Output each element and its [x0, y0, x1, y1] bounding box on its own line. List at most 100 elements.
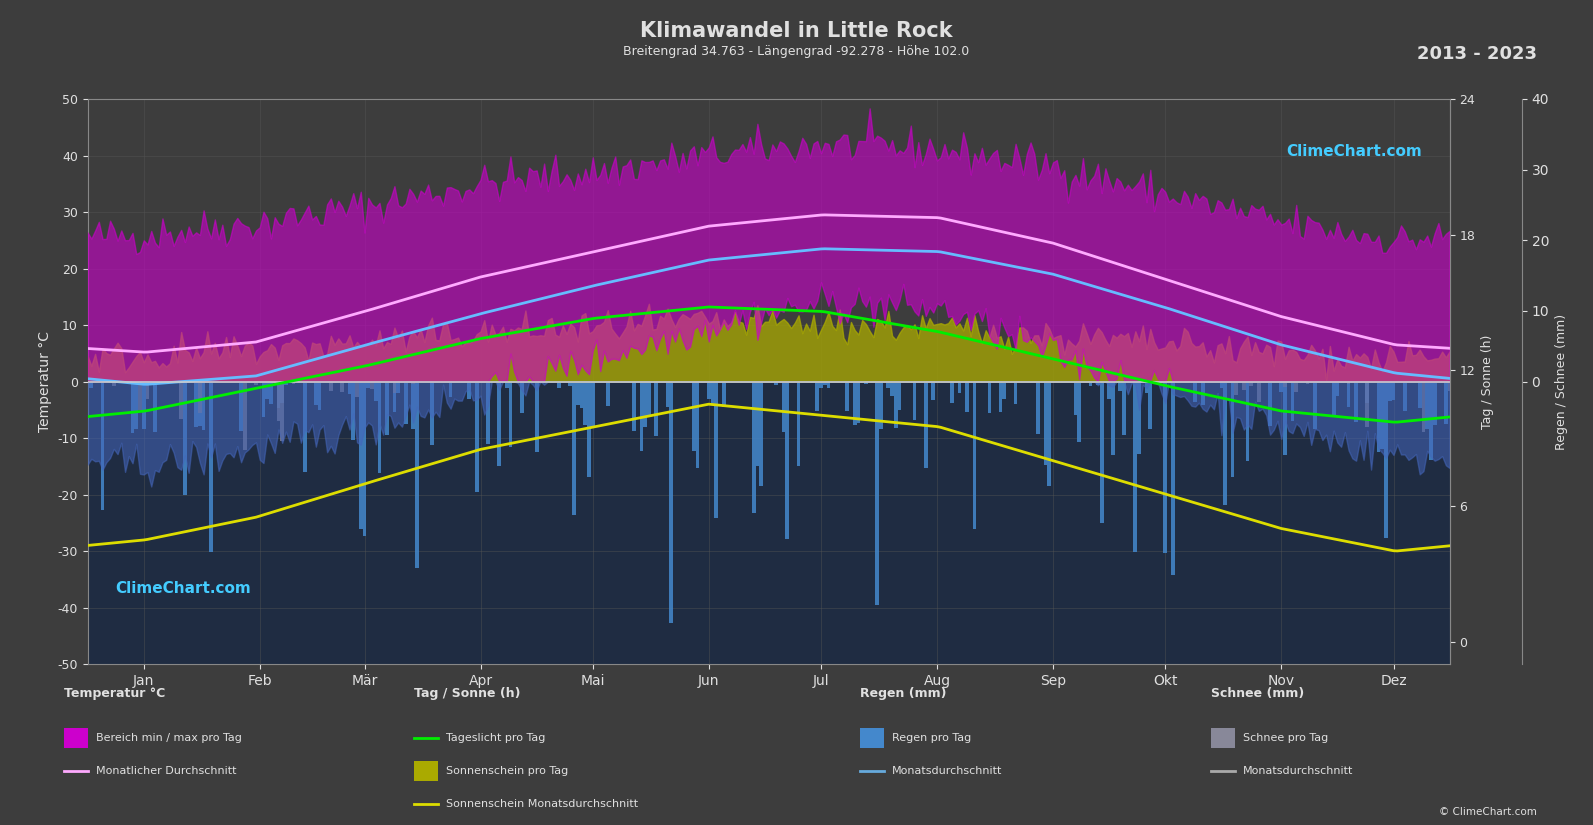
- Bar: [988, 381, 991, 413]
- Bar: [1354, 381, 1357, 422]
- Bar: [827, 381, 830, 388]
- Bar: [508, 381, 513, 447]
- Y-axis label: Tag / Sonne (h): Tag / Sonne (h): [1481, 334, 1494, 429]
- Text: Bereich min / max pro Tag: Bereich min / max pro Tag: [96, 733, 242, 743]
- Bar: [416, 381, 419, 568]
- Text: Tageslicht pro Tag: Tageslicht pro Tag: [446, 733, 545, 743]
- Bar: [999, 381, 1002, 412]
- Bar: [142, 381, 145, 429]
- Bar: [347, 381, 352, 394]
- Bar: [475, 381, 478, 492]
- Bar: [1421, 381, 1426, 432]
- Bar: [239, 381, 242, 431]
- Bar: [374, 381, 378, 400]
- Text: Tag / Sonne (h): Tag / Sonne (h): [414, 687, 521, 700]
- Bar: [863, 381, 868, 384]
- Bar: [194, 381, 198, 427]
- Bar: [605, 381, 610, 406]
- Bar: [886, 381, 890, 388]
- Y-axis label: Regen / Schnee (mm): Regen / Schnee (mm): [1555, 314, 1568, 450]
- Bar: [1282, 381, 1287, 387]
- Bar: [1257, 381, 1260, 402]
- Bar: [1432, 381, 1437, 426]
- Bar: [284, 381, 288, 385]
- Text: Breitengrad 34.763 - Längengrad -92.278 - Höhe 102.0: Breitengrad 34.763 - Längengrad -92.278 …: [623, 45, 970, 59]
- Bar: [714, 381, 718, 518]
- Bar: [644, 381, 647, 427]
- Bar: [1279, 381, 1282, 392]
- Bar: [341, 381, 344, 393]
- Bar: [1268, 381, 1271, 426]
- Bar: [1035, 381, 1040, 434]
- Text: Schnee pro Tag: Schnee pro Tag: [1243, 733, 1329, 743]
- Bar: [86, 381, 89, 412]
- Bar: [1388, 381, 1392, 401]
- Bar: [755, 381, 760, 465]
- Bar: [411, 381, 416, 384]
- Bar: [785, 381, 789, 539]
- Bar: [1201, 381, 1204, 404]
- Text: ClimeChart.com: ClimeChart.com: [115, 582, 250, 596]
- Bar: [973, 381, 977, 529]
- Bar: [760, 381, 763, 486]
- Bar: [1426, 381, 1429, 429]
- Bar: [198, 381, 202, 413]
- Bar: [1418, 381, 1421, 408]
- Bar: [411, 381, 416, 429]
- Bar: [183, 381, 186, 495]
- Text: Monatlicher Durchschnitt: Monatlicher Durchschnitt: [96, 766, 236, 776]
- Bar: [153, 381, 156, 431]
- Bar: [314, 381, 317, 405]
- Bar: [1163, 381, 1168, 553]
- Bar: [1145, 381, 1149, 393]
- Text: 2013 - 2023: 2013 - 2023: [1418, 45, 1537, 64]
- Bar: [632, 381, 636, 431]
- Bar: [89, 381, 94, 389]
- Bar: [333, 381, 336, 383]
- Bar: [366, 381, 370, 388]
- Bar: [1306, 381, 1309, 384]
- Bar: [1220, 381, 1223, 388]
- Bar: [134, 381, 139, 429]
- Bar: [355, 381, 358, 397]
- Bar: [696, 381, 699, 468]
- Bar: [467, 381, 472, 398]
- Bar: [486, 381, 491, 444]
- Bar: [824, 381, 827, 384]
- Bar: [1381, 381, 1384, 450]
- Bar: [852, 381, 857, 425]
- Bar: [1443, 381, 1448, 424]
- Bar: [1346, 381, 1351, 384]
- Bar: [352, 381, 355, 441]
- Bar: [1282, 381, 1287, 455]
- Bar: [202, 381, 205, 430]
- Bar: [583, 381, 588, 425]
- Bar: [1096, 381, 1099, 385]
- Bar: [1235, 381, 1238, 395]
- Bar: [363, 381, 366, 535]
- Bar: [127, 381, 131, 383]
- Bar: [112, 381, 116, 386]
- Bar: [449, 381, 452, 397]
- Bar: [277, 381, 280, 422]
- Bar: [1077, 381, 1082, 442]
- Bar: [666, 381, 669, 407]
- Bar: [1013, 381, 1018, 404]
- Bar: [139, 381, 142, 410]
- Bar: [145, 381, 150, 399]
- Bar: [913, 381, 916, 420]
- Bar: [397, 381, 400, 393]
- Bar: [819, 381, 824, 389]
- Bar: [1295, 381, 1298, 393]
- Bar: [1110, 381, 1115, 455]
- Bar: [1134, 381, 1137, 552]
- Text: Sonnenschein pro Tag: Sonnenschein pro Tag: [446, 766, 569, 776]
- Text: © ClimeChart.com: © ClimeChart.com: [1440, 807, 1537, 817]
- Bar: [209, 381, 213, 553]
- Bar: [580, 381, 583, 408]
- Bar: [266, 381, 269, 399]
- Bar: [1118, 381, 1121, 391]
- Bar: [1246, 381, 1249, 461]
- Bar: [691, 381, 696, 451]
- Text: Sonnenschein Monatsdurchschnitt: Sonnenschein Monatsdurchschnitt: [446, 799, 639, 809]
